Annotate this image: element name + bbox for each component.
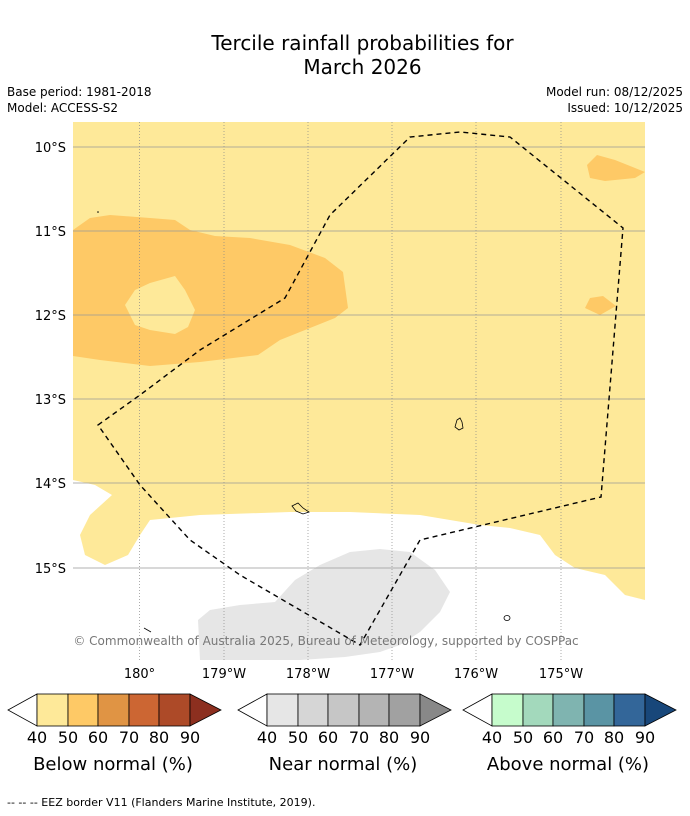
- below-normal-50-60-patch: [585, 296, 616, 315]
- title-line-1: Tercile rainfall probabilities for: [211, 31, 514, 55]
- colorbar-low-extension: [462, 693, 493, 727]
- island-outline: [97, 211, 99, 213]
- issued-date: Issued: 10/12/2025: [567, 101, 683, 115]
- eez-legend-note: -- -- -- EEZ border V11 (Flanders Marine…: [7, 796, 316, 809]
- colorbar-high-extension: [189, 693, 222, 727]
- colorbar-tick: 50: [513, 728, 533, 747]
- colorbar-tick: 90: [180, 728, 200, 747]
- colorbar-legends: 40 50 60 70 80 90 Below normal (%) 40 50…: [7, 693, 677, 775]
- colorbar-title: Near normal (%): [269, 754, 418, 775]
- lat-label: 14°S: [35, 477, 66, 492]
- lon-label: 179°W: [202, 667, 246, 682]
- colorbar-tick: 60: [543, 728, 563, 747]
- colorbar-tick: 40: [482, 728, 502, 747]
- colorbar-tick: 90: [410, 728, 430, 747]
- colorbar-cell: [358, 693, 390, 727]
- colorbar-tick: 50: [288, 728, 308, 747]
- colorbar-tick: 80: [604, 728, 624, 747]
- lat-label: 12°S: [35, 309, 66, 324]
- colorbar-cell: [491, 693, 524, 727]
- colorbar-tick: 40: [27, 728, 47, 747]
- latitude-labels: 10°S 11°S 12°S 13°S 14°S 15°S: [35, 141, 66, 577]
- map-figure: © Commonwealth of Australia 2025, Bureau…: [7, 122, 677, 775]
- base-period: Base period: 1981-2018: [7, 85, 152, 99]
- island-outline: [143, 627, 152, 633]
- island-outline: [291, 502, 310, 515]
- colorbar-title: Above normal (%): [487, 754, 649, 775]
- colorbar-cell: [552, 693, 585, 727]
- meta-right: Model run: 08/12/2025 Issued: 10/12/2025: [546, 84, 683, 116]
- below-normal-50-60-patch: [587, 155, 645, 181]
- colorbar-title: Below normal (%): [33, 754, 193, 775]
- colorbar-near-normal: 40 50 60 70 80 90 Near normal (%): [237, 693, 452, 775]
- colorbar-cell: [128, 693, 160, 727]
- below-normal-50-60-region: [73, 215, 348, 366]
- model-run: Model run: 08/12/2025: [545, 85, 683, 99]
- colorbar-cell: [583, 693, 615, 727]
- colorbar-tick: 70: [349, 728, 369, 747]
- lat-label: 13°S: [35, 393, 66, 408]
- colorbar-low-extension: [237, 693, 268, 727]
- longitude-labels: 180° 179°W 178°W 177°W 176°W 175°W: [124, 667, 583, 682]
- colorbar-tick: 70: [574, 728, 594, 747]
- colorbar-cell: [266, 693, 299, 727]
- colorbar-cell: [613, 693, 646, 727]
- meta-left: Base period: 1981-2018 Model: ACCESS-S2: [7, 84, 152, 116]
- colorbar-tick: 80: [379, 728, 399, 747]
- colorbar-high-extension: [419, 693, 452, 727]
- eez-border: [97, 131, 624, 646]
- colorbar-cell: [297, 693, 329, 727]
- model-name: Model: ACCESS-S2: [7, 101, 119, 115]
- colorbar-tick: 70: [119, 728, 139, 747]
- colorbar-cell: [158, 693, 191, 727]
- copyright-notice: © Commonwealth of Australia 2025, Bureau…: [73, 634, 578, 648]
- lon-label: 180°: [124, 667, 155, 682]
- colorbar-tick: 60: [88, 728, 108, 747]
- colorbar-tick: 50: [58, 728, 78, 747]
- lat-label: 15°S: [35, 562, 66, 577]
- colorbar-low-extension: [7, 693, 38, 727]
- graticule: [73, 122, 645, 660]
- colorbar-cell: [327, 693, 360, 727]
- colorbar-tick: 60: [318, 728, 338, 747]
- colorbar-cell: [97, 693, 130, 727]
- lon-label: 175°W: [539, 667, 583, 682]
- island-outline: [503, 615, 511, 621]
- colorbar-cell: [36, 693, 69, 727]
- lon-label: 178°W: [286, 667, 330, 682]
- map-title: Tercile rainfall probabilities for March…: [0, 31, 690, 79]
- colorbar-below-normal: 40 50 60 70 80 90 Below normal (%): [7, 693, 222, 775]
- colorbar-above-normal: 40 50 60 70 80 90 Above normal (%): [462, 693, 677, 775]
- lon-label: 177°W: [370, 667, 414, 682]
- colorbar-tick: 90: [635, 728, 655, 747]
- lat-label: 10°S: [35, 141, 66, 156]
- colorbar-cell: [67, 693, 99, 727]
- colorbar-tick: 40: [257, 728, 277, 747]
- colorbar-cell: [522, 693, 554, 727]
- probability-field: © Commonwealth of Australia 2025, Bureau…: [73, 122, 645, 660]
- lat-label: 11°S: [35, 225, 66, 240]
- island-outline: [454, 417, 464, 431]
- near-normal-40-50-region: [198, 549, 450, 660]
- colorbar-high-extension: [644, 693, 677, 727]
- colorbar-tick: 80: [149, 728, 169, 747]
- title-line-2: March 2026: [303, 55, 422, 79]
- colorbar-cell: [388, 693, 421, 727]
- lon-label: 176°W: [454, 667, 498, 682]
